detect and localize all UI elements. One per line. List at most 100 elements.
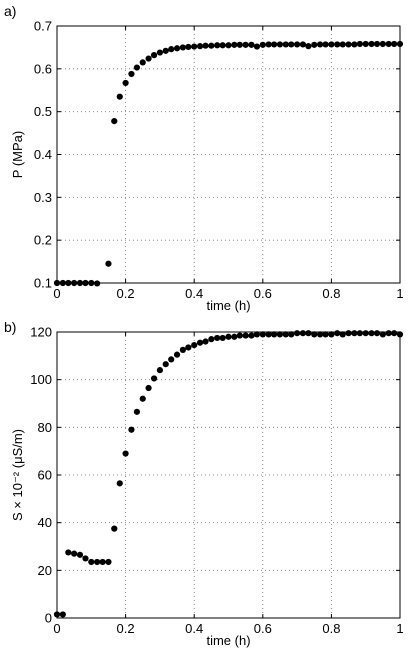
data-point <box>76 279 84 287</box>
data-point <box>334 41 341 48</box>
data-point <box>82 279 89 287</box>
x-tick-label: 1 <box>396 621 403 636</box>
data-point <box>94 280 101 287</box>
panel-label: b) <box>4 319 16 335</box>
data-point <box>116 480 123 487</box>
data-point <box>339 41 346 48</box>
data-point <box>162 361 169 368</box>
data-point <box>156 49 163 56</box>
x-tick-label: 0.6 <box>254 286 272 301</box>
x-tick-label: 0 <box>53 621 60 636</box>
data-point <box>179 44 186 51</box>
data-point <box>385 330 392 337</box>
data-point <box>334 330 341 337</box>
x-tick-label: 0 <box>53 286 60 301</box>
data-point <box>311 41 318 48</box>
data-point <box>208 336 215 343</box>
data-point <box>185 344 192 351</box>
x-tick-label: 0.6 <box>254 621 272 636</box>
x-tick-label: 0.4 <box>185 621 203 636</box>
data-point <box>373 330 381 337</box>
y-tick-label: 20 <box>38 563 52 578</box>
y-axis-title: P (MPa) <box>10 131 25 178</box>
data-point <box>145 55 152 62</box>
data-point <box>105 558 112 566</box>
data-point <box>248 41 255 48</box>
data-point <box>231 41 238 48</box>
data-point <box>311 331 318 338</box>
data-point <box>265 331 272 338</box>
data-point <box>94 558 101 566</box>
y-tick-label: 0 <box>45 611 52 626</box>
data-point <box>145 384 152 392</box>
y-tick-label: 0.4 <box>34 147 52 162</box>
data-point <box>128 426 135 433</box>
y-tick-label: 0.3 <box>34 190 52 205</box>
data-point <box>53 279 61 287</box>
data-point <box>305 330 312 337</box>
data-point <box>59 279 66 287</box>
data-point <box>271 331 278 338</box>
data-point <box>185 43 192 51</box>
data-point <box>294 330 301 337</box>
data-point <box>379 331 386 338</box>
data-point <box>168 46 175 53</box>
data-point <box>214 42 221 49</box>
x-tick-label: 0.2 <box>117 286 135 301</box>
data-point <box>53 611 61 618</box>
data-point <box>356 330 363 337</box>
data-point <box>196 339 204 346</box>
data-point <box>219 42 226 49</box>
data-point <box>339 331 346 338</box>
x-axis-title: time (h) <box>206 298 250 313</box>
data-point <box>59 611 66 618</box>
data-point <box>242 332 249 339</box>
data-point <box>76 551 84 558</box>
y-tick-label: 40 <box>38 515 52 530</box>
data-point <box>65 549 72 556</box>
data-point <box>196 43 204 50</box>
data-point <box>282 331 289 338</box>
data-point <box>276 41 284 48</box>
data-point <box>150 375 158 382</box>
data-point <box>322 331 329 338</box>
data-point <box>385 40 392 48</box>
data-point <box>82 555 89 562</box>
data-point <box>99 558 106 566</box>
data-point <box>299 330 307 337</box>
data-point <box>294 41 301 48</box>
data-point <box>265 41 272 48</box>
data-point <box>259 331 266 338</box>
x-tick-label: 0.8 <box>322 621 340 636</box>
data-point <box>225 333 232 340</box>
data-point <box>133 64 141 71</box>
data-point <box>253 43 261 50</box>
data-point <box>316 41 324 48</box>
data-point <box>173 45 181 52</box>
y-axis-title: S × 10⁻² (μS/m) <box>10 429 25 521</box>
data-point <box>122 450 129 457</box>
y-tick-label: 0.5 <box>34 104 52 119</box>
data-point <box>191 43 198 50</box>
data-point <box>368 330 375 337</box>
data-point <box>219 334 226 342</box>
data-point <box>259 41 266 48</box>
data-point <box>128 70 135 78</box>
data-point <box>139 395 146 402</box>
data-point <box>391 330 398 337</box>
data-point <box>208 42 215 49</box>
data-point <box>248 332 255 339</box>
data-point <box>105 260 112 267</box>
data-point <box>191 342 198 349</box>
x-tick-label: 0.4 <box>185 286 203 301</box>
data-point <box>253 331 261 338</box>
chart-panel-a: a) 0 0.2 0.4 0.6 0.8 1 0.1 0.2 0.3 0.4 0.5 0.6 0.7 tim… <box>4 3 404 313</box>
data-point <box>373 40 381 48</box>
x-tick-label: 0.2 <box>117 621 135 636</box>
data-point <box>362 330 369 337</box>
data-point <box>236 41 243 48</box>
data-point <box>282 41 289 48</box>
data-point <box>379 40 386 48</box>
data-point <box>202 338 209 345</box>
